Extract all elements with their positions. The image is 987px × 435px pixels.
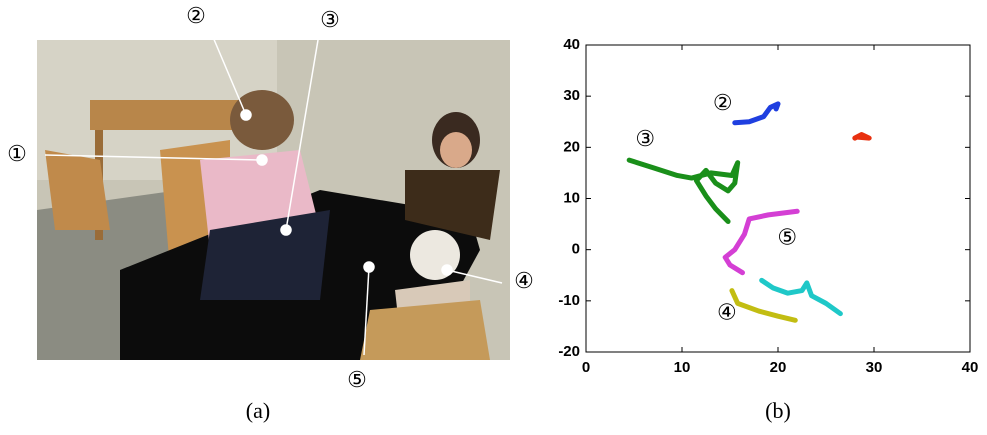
trajectory [762,280,841,313]
photo-label: ② [186,3,206,28]
figure: ① ② ③ ④ ⑤ (a) (b) 0 10 20 30 40 -20 -10 0 10 20 30… [0,0,987,430]
photo-label: ⑤ [347,367,367,392]
photo [37,30,510,360]
trajectory [629,160,737,221]
series-label: ② [713,90,733,115]
series-label: ⑤ [777,224,797,249]
photo-label: ① [7,141,27,166]
x-tick-label: 0 [582,359,590,376]
y-tick-label: 20 [563,138,580,155]
y-tick-label: 10 [563,189,580,206]
caption: (a) [246,398,270,423]
plot-frame [586,45,970,352]
series-label: ③ [635,126,655,151]
y-tick-label: 40 [563,36,580,53]
series-label: ④ [717,300,737,325]
y-tick-label: 30 [563,87,580,104]
trajectory [735,104,778,123]
x-tick-label: 10 [674,359,691,376]
y-tick-label: 0 [572,241,580,258]
photo-label: ③ [320,7,340,32]
trajectory [855,135,869,139]
x-tick-label: 40 [962,359,979,376]
x-tick-label: 30 [866,359,883,376]
photo-label: ④ [514,268,534,293]
x-tick-label: 20 [770,359,787,376]
y-tick-label: -20 [558,343,580,360]
y-tick-label: -10 [558,292,580,309]
caption: (b) [765,398,791,423]
